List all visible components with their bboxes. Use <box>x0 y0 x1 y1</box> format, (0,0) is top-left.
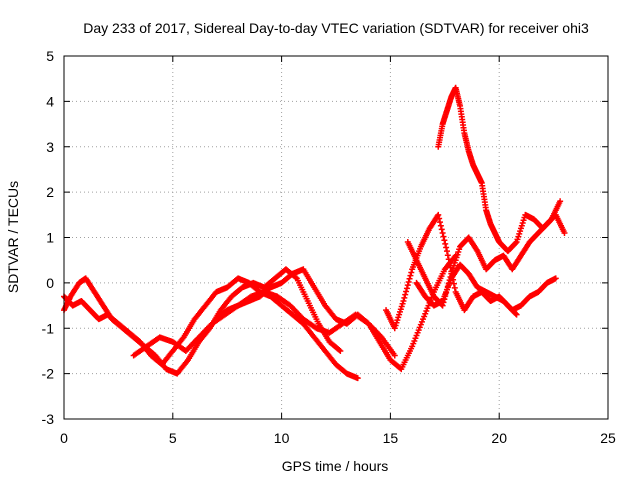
data-point <box>442 240 449 247</box>
data-point <box>354 375 361 382</box>
data-point <box>438 226 445 233</box>
y-tick-label: 4 <box>46 93 54 109</box>
x-axis-label: GPS time / hours <box>282 458 389 474</box>
y-tick-label: -1 <box>42 320 55 336</box>
data-point <box>451 284 458 291</box>
data-point <box>440 233 447 240</box>
data-point <box>512 239 519 246</box>
data-point <box>406 275 413 282</box>
data-point <box>513 311 520 318</box>
data-point <box>439 229 446 236</box>
y-tick-label: 2 <box>46 184 54 200</box>
data-point <box>557 198 564 205</box>
data-point <box>436 215 443 222</box>
data-point <box>391 352 398 359</box>
x-tick-label: 5 <box>169 430 177 446</box>
data-point <box>512 310 519 317</box>
series-track-8 <box>413 261 559 314</box>
data-point <box>446 260 453 267</box>
data-point <box>443 244 450 251</box>
data-point <box>437 219 444 226</box>
y-tick-label: 0 <box>46 275 54 291</box>
data-point <box>444 252 451 259</box>
x-tick-label: 15 <box>383 430 399 446</box>
data-point <box>403 285 410 292</box>
data-points <box>61 84 568 382</box>
data-point <box>407 272 414 279</box>
data-point <box>445 256 452 263</box>
data-point <box>404 282 411 289</box>
data-point <box>402 291 409 298</box>
y-tick-label: -3 <box>42 411 55 427</box>
data-point <box>405 278 412 285</box>
x-tick-label: 25 <box>600 430 616 446</box>
y-tick-label: 1 <box>46 230 54 246</box>
y-axis-label: SDTVAR / TECUs <box>5 181 21 293</box>
series-track-7 <box>435 84 564 255</box>
data-point <box>443 248 450 255</box>
data-point <box>450 280 457 287</box>
data-point <box>561 229 568 236</box>
chart-title: Day 233 of 2017, Sidereal Day-to-day VTE… <box>83 20 589 36</box>
data-point <box>337 347 344 354</box>
series-track-4 <box>202 252 459 373</box>
data-point <box>336 347 343 354</box>
x-tick-label: 10 <box>274 430 290 446</box>
y-tick-label: -2 <box>42 366 55 382</box>
y-tick-label: 5 <box>46 48 54 64</box>
axis-ticks: 0 5 10 15 20 25 -3 -2 -1 0 1 2 3 4 5 <box>42 48 616 446</box>
data-point <box>401 294 408 301</box>
data-point <box>408 269 415 276</box>
data-point <box>441 237 448 244</box>
data-point <box>437 222 444 229</box>
y-tick-label: 3 <box>46 139 54 155</box>
series-track-3 <box>130 288 398 359</box>
data-point <box>552 275 559 282</box>
data-point <box>400 298 407 305</box>
x-tick-label: 20 <box>491 430 507 446</box>
x-tick-label: 0 <box>60 430 68 446</box>
data-point <box>435 211 442 218</box>
data-point <box>403 288 410 295</box>
